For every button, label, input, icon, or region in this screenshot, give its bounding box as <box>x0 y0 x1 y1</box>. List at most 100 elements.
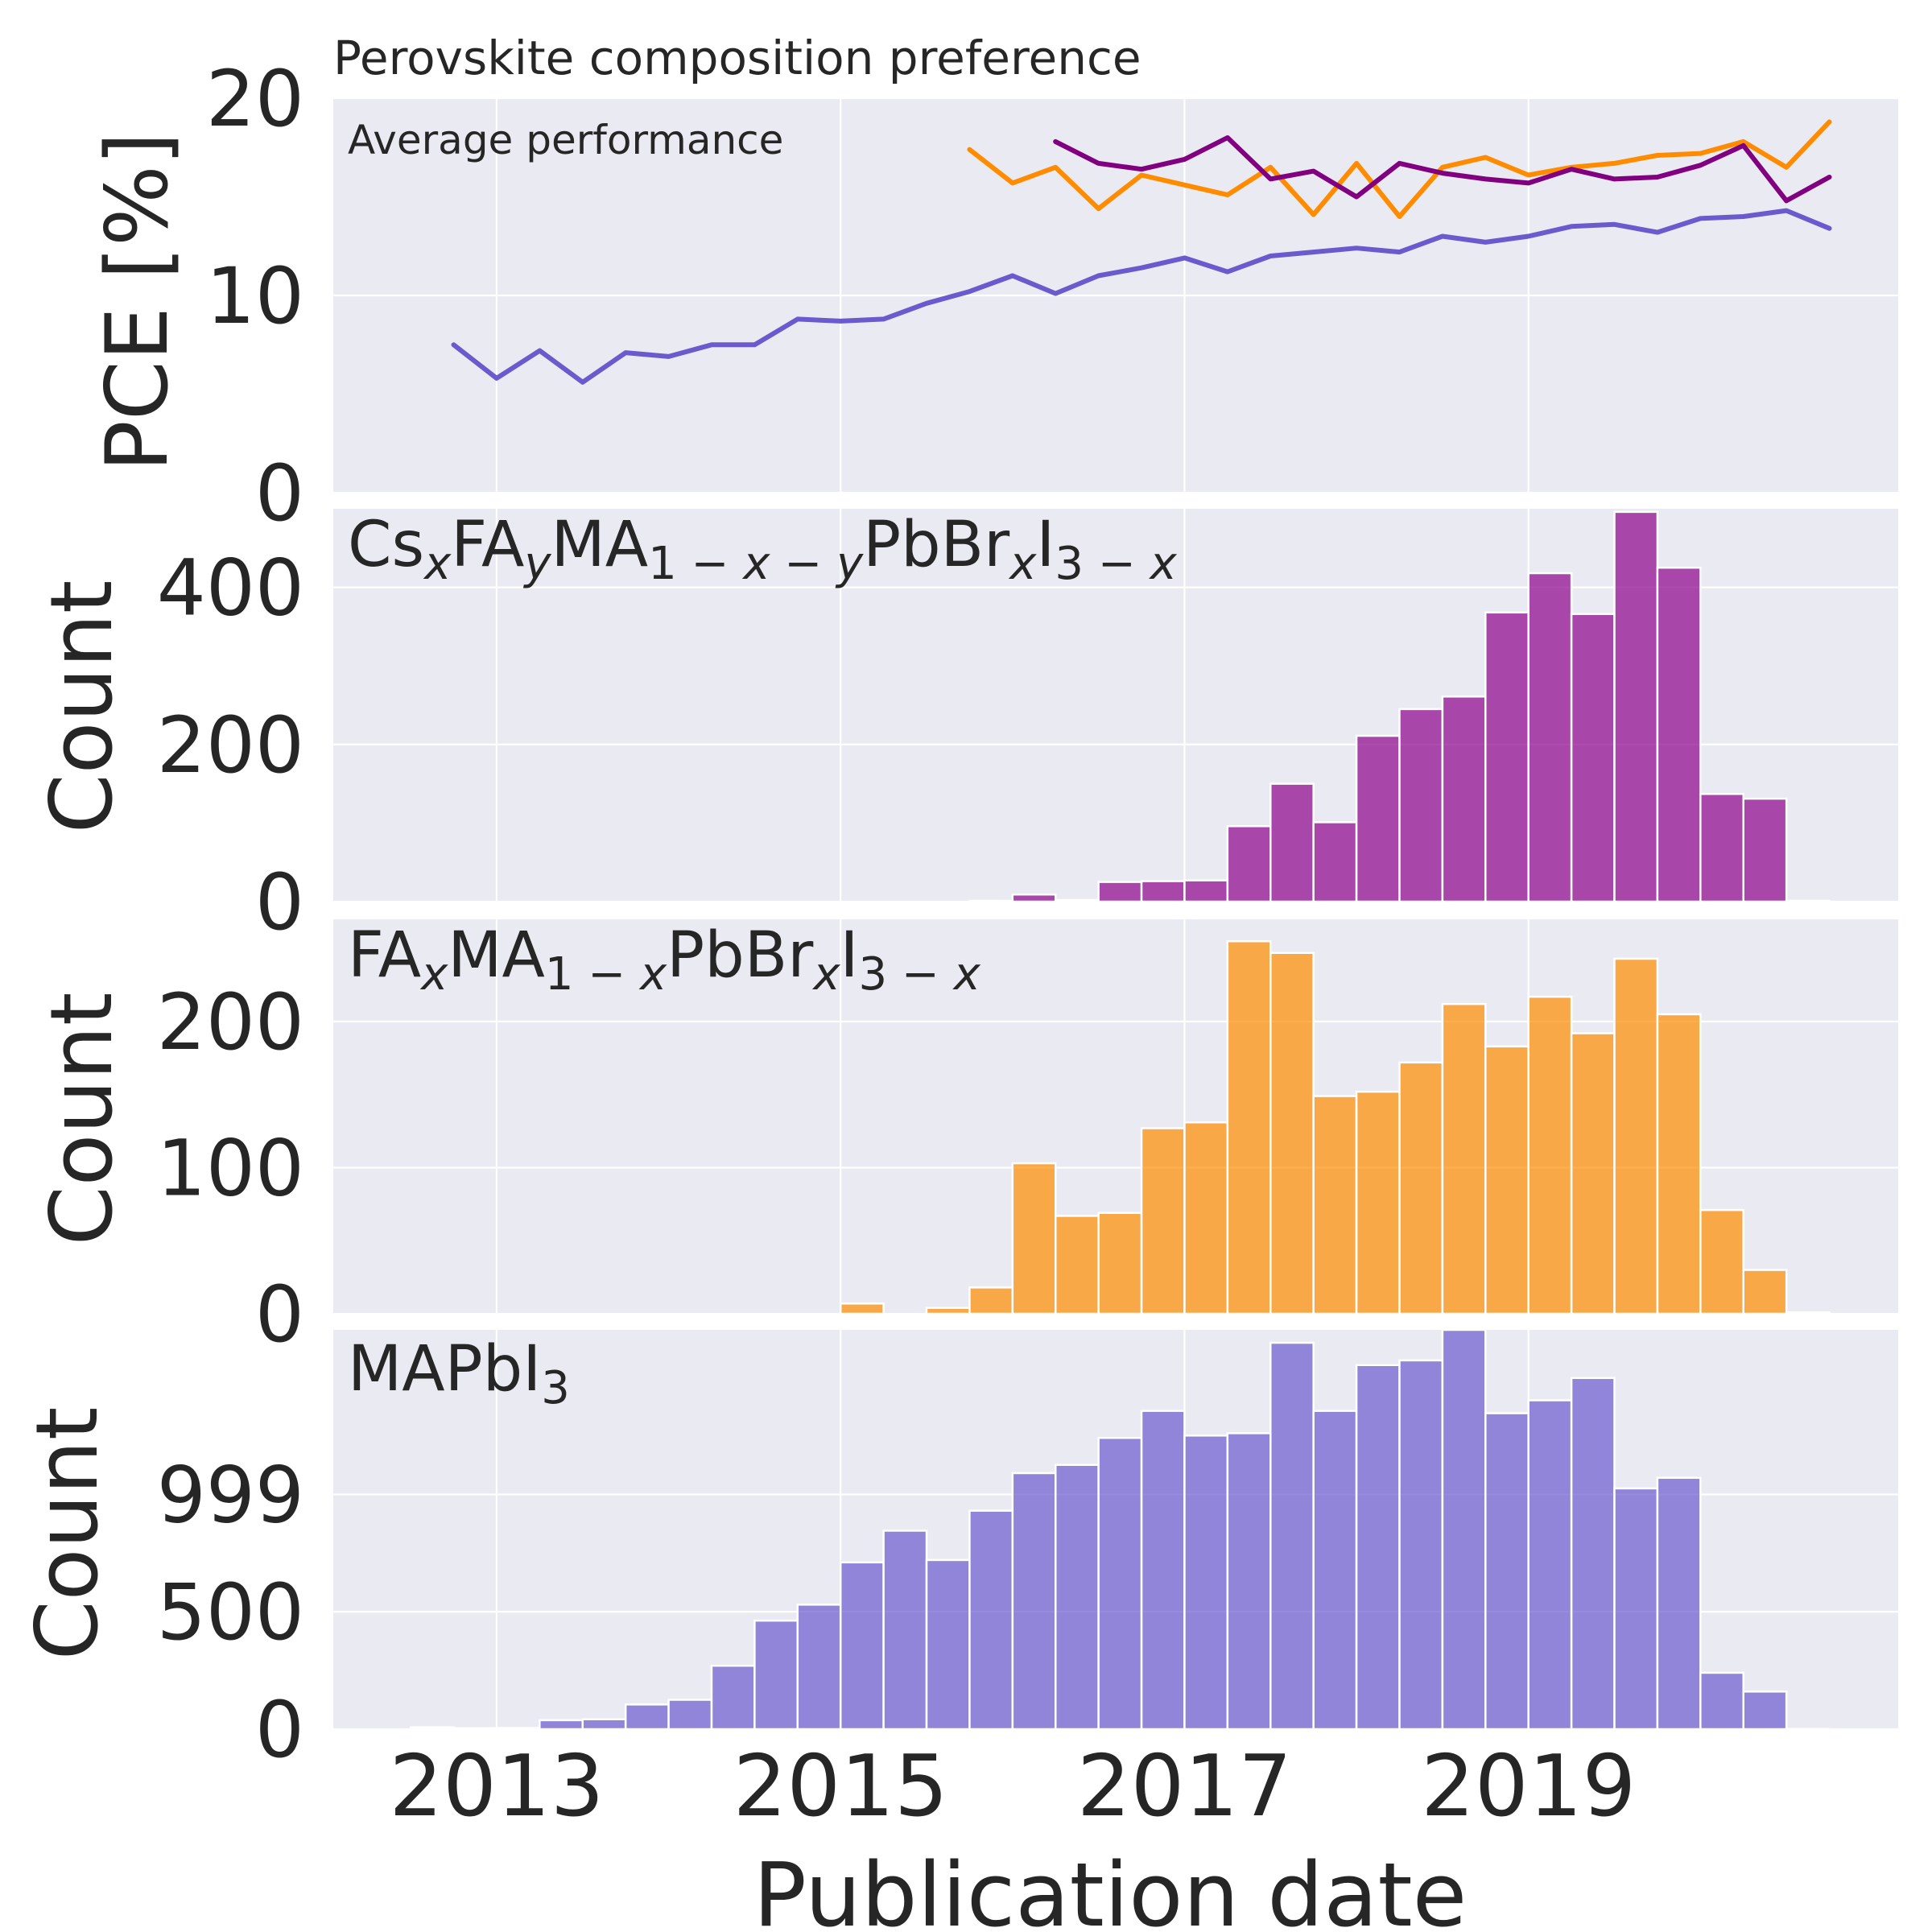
histogram-bar <box>1613 957 1659 1315</box>
histogram-bar <box>1613 1487 1659 1731</box>
histogram-bar <box>581 1718 627 1731</box>
histogram-bar <box>1140 1127 1186 1315</box>
x-axis-label: Publication date <box>753 1843 1468 1932</box>
x-axis-ticks: 2013 2015 2017 2019 <box>389 1737 1636 1835</box>
y-tick-label: 200 <box>157 977 304 1067</box>
histogram-bar <box>1183 879 1229 903</box>
pce-lines <box>451 119 1832 385</box>
histogram-bar <box>1441 696 1487 903</box>
pce-gridlines <box>333 97 1898 494</box>
histogram-bar <box>925 1307 971 1315</box>
histogram-bar <box>1226 939 1272 1315</box>
y-tick-label: 0 <box>255 1269 304 1360</box>
histogram-bar <box>1140 1410 1186 1731</box>
histogram-bar <box>1699 1671 1744 1731</box>
histogram-bar <box>1355 734 1401 903</box>
histogram-bar <box>1527 995 1573 1315</box>
pce-y-ticks: 0 10 20 <box>206 54 304 539</box>
histogram-bar <box>1097 1436 1143 1731</box>
histogram-bar <box>710 1664 756 1731</box>
histogram-bar <box>1054 1215 1100 1315</box>
histogram-bar <box>1484 1412 1530 1731</box>
histogram-bar <box>925 1558 971 1731</box>
histogram-bar <box>1441 1328 1487 1731</box>
histogram-bar <box>1011 893 1057 903</box>
histogram-bar <box>882 1530 928 1731</box>
histogram-bar <box>1269 952 1315 1315</box>
histogram-bar <box>539 1719 584 1731</box>
histogram-bar <box>1355 1364 1401 1731</box>
histogram-bar <box>968 1286 1014 1315</box>
y-tick-label: 400 <box>157 543 304 634</box>
y-tick-label: 0 <box>255 857 304 947</box>
histogram-bar <box>1097 881 1143 903</box>
histogram-bar <box>667 1699 713 1731</box>
histogram-bar <box>1226 825 1272 903</box>
histogram-bar <box>796 1604 842 1731</box>
histogram-bar <box>1011 1162 1057 1315</box>
histogram-bar <box>1011 1472 1057 1731</box>
pce-series-line <box>1053 135 1832 204</box>
average-performance-label: Average performance <box>348 117 783 163</box>
histogram-bar <box>409 1726 455 1731</box>
histogram-bar <box>1140 880 1186 903</box>
histogram-bar <box>1398 708 1444 903</box>
x-tick-label: 2013 <box>389 1737 604 1835</box>
pce-series-line <box>967 119 1832 219</box>
y-tick-label: 999 <box>157 1451 304 1541</box>
csfama-y-axis-label: Count <box>32 580 131 834</box>
histogram-bar <box>452 1727 498 1731</box>
mapbi3-y-ticks: 0 500 999 <box>157 1451 304 1775</box>
fama-y-ticks: 0 100 200 <box>157 977 304 1360</box>
csfama-bars <box>968 510 1831 903</box>
fama-y-axis-label: Count <box>32 993 131 1246</box>
histogram-bar <box>1183 1435 1229 1731</box>
histogram-bar <box>1570 613 1616 903</box>
histogram-bar <box>1742 797 1788 903</box>
y-tick-label: 200 <box>157 700 304 791</box>
histogram-bar <box>1785 1311 1831 1315</box>
x-tick-label: 2015 <box>733 1737 948 1835</box>
mapbi3-composition-label: MAPbI3 <box>348 1333 570 1414</box>
y-tick-label: 0 <box>255 448 304 539</box>
fama-bars <box>839 939 1831 1315</box>
histogram-bar <box>495 1727 541 1731</box>
histogram-bar <box>1312 1410 1358 1731</box>
histogram-bar <box>1226 1432 1272 1731</box>
histogram-bar <box>1484 1045 1530 1315</box>
histogram-bar <box>1398 1061 1444 1315</box>
histogram-bar <box>1269 1341 1315 1731</box>
y-tick-label: 0 <box>255 1685 304 1775</box>
pce-series-line <box>451 208 1832 385</box>
x-tick-label: 2017 <box>1077 1737 1292 1835</box>
csfama-y-ticks: 0 200 400 <box>157 543 304 947</box>
histogram-bar <box>839 1302 885 1315</box>
histogram-bar <box>1742 1269 1788 1315</box>
histogram-bar <box>1527 1399 1573 1731</box>
histogram-bar <box>1312 821 1358 903</box>
histogram-bar <box>753 1619 799 1731</box>
histogram-bar <box>1570 1377 1616 1731</box>
histogram-bar <box>968 1509 1014 1731</box>
histogram-bar <box>1656 1013 1702 1315</box>
histogram-bar <box>1097 1212 1143 1315</box>
histogram-bar <box>1656 566 1702 903</box>
histogram-bar <box>1699 1208 1744 1315</box>
histogram-bar <box>1054 898 1100 903</box>
histogram-bar <box>1613 510 1659 903</box>
mapbi3-y-axis-label: Count <box>18 1407 117 1661</box>
mapbi3-histogram-panel: 0 500 999 2013 2015 2017 2019 MAPbI3 Count Pu… <box>18 1328 1898 1932</box>
pce-y-axis-label: PCE [%] <box>88 132 187 472</box>
y-tick-label: 10 <box>206 251 304 341</box>
histogram-bar <box>1398 1359 1444 1731</box>
histogram-bar <box>1699 793 1744 903</box>
histogram-bar <box>1269 782 1315 903</box>
histogram-bar <box>968 899 1014 903</box>
histogram-bar <box>1054 1463 1100 1731</box>
histogram-bar <box>1484 611 1530 903</box>
histogram-bar <box>839 1561 885 1731</box>
x-tick-label: 2019 <box>1421 1737 1636 1835</box>
